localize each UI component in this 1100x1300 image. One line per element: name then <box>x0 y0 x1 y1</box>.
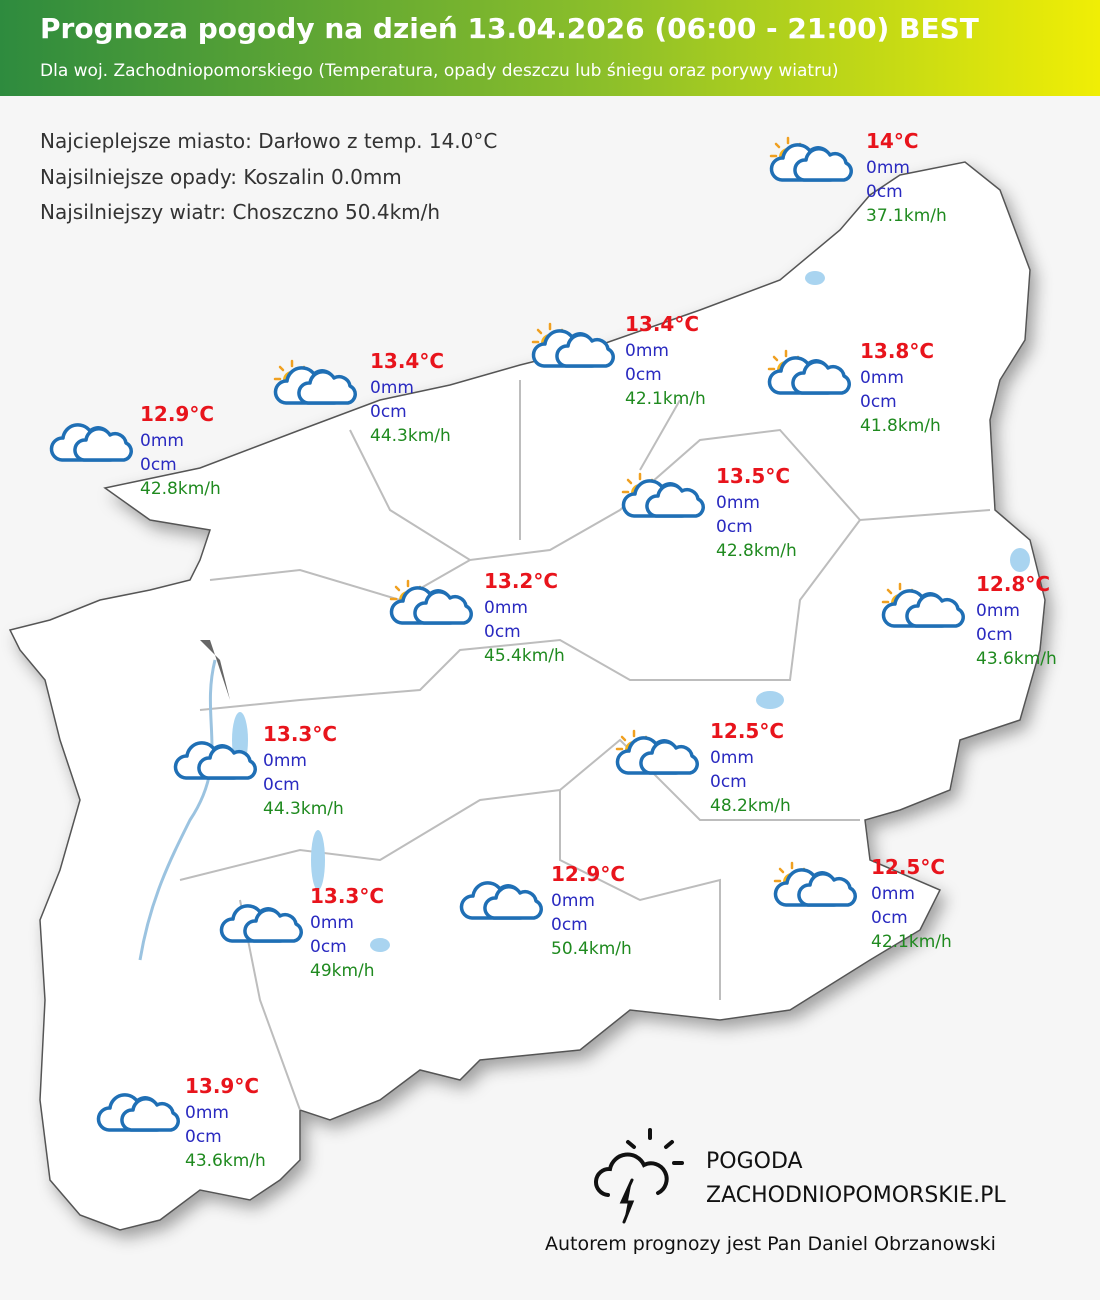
station: 13.9°C 0mm 0cm 43.6km/h <box>96 1074 266 1171</box>
wind: 41.8km/h <box>860 416 941 436</box>
temperature: 12.5°C <box>710 719 784 743</box>
temperature: 13.5°C <box>716 464 790 488</box>
station: 12.5°C 0mm 0cm 48.2km/h <box>615 719 791 816</box>
rain: 0mm <box>716 493 760 513</box>
logo-text: POGODA <box>706 1149 803 1174</box>
temperature: 13.3°C <box>263 722 337 746</box>
logo-icon <box>594 1128 684 1224</box>
summary-line: Najsilniejsze opady: Koszalin 0.0mm <box>40 165 402 189</box>
wind: 42.8km/h <box>140 479 221 499</box>
region-outline <box>8 161 1046 1231</box>
station: 12.5°C 0mm 0cm 42.1km/h <box>773 855 952 952</box>
weather-icon <box>769 136 853 182</box>
rain: 0mm <box>625 341 669 361</box>
station: 13.4°C 0mm 0cm 42.1km/h <box>531 312 706 409</box>
wind: 43.6km/h <box>976 649 1057 669</box>
rain: 0mm <box>310 913 354 933</box>
stations: 14°C0mm0cm37.1km/h13.4°C0mm0cm44.3km/h13… <box>49 129 1057 1171</box>
wind: 50.4km/h <box>551 939 632 959</box>
station: 13.8°C 0mm 0cm 41.8km/h <box>767 339 941 436</box>
wind: 49km/h <box>310 961 375 981</box>
station: 14°C 0mm 0cm 37.1km/h <box>769 129 947 226</box>
temperature: 12.9°C <box>551 862 625 886</box>
weather-icon <box>49 423 133 462</box>
snow: 0cm <box>484 622 521 642</box>
snow: 0cm <box>860 392 897 412</box>
snow: 0cm <box>551 915 588 935</box>
wind: 42.8km/h <box>716 541 797 561</box>
snow: 0cm <box>310 937 347 957</box>
station: 12.8°C 0mm 0cm 43.6km/h <box>881 572 1057 669</box>
cloud-icon <box>49 423 133 462</box>
snow: 0cm <box>716 517 753 537</box>
snow: 0cm <box>976 625 1013 645</box>
temperature: 12.8°C <box>976 572 1050 596</box>
snow: 0cm <box>185 1127 222 1147</box>
rain: 0mm <box>185 1103 229 1123</box>
temperature: 12.5°C <box>871 855 945 879</box>
snow: 0cm <box>710 772 747 792</box>
rain: 0mm <box>871 884 915 904</box>
rain: 0mm <box>484 598 528 618</box>
station: 12.9°C 0mm 0cm 42.8km/h <box>49 402 221 499</box>
header-bar <box>0 0 1100 96</box>
temperature: 13.4°C <box>370 349 444 373</box>
temperature: 12.9°C <box>140 402 214 426</box>
rain: 0mm <box>370 378 414 398</box>
station: 13.5°C 0mm 0cm 42.8km/h <box>621 464 797 561</box>
wind: 44.3km/h <box>263 799 344 819</box>
summary-line: Najsilniejszy wiatr: Choszczno 50.4km/h <box>40 200 440 224</box>
rain: 0mm <box>551 891 595 911</box>
summary-line: Najcieplejsze miasto: Darłowo z temp. 14… <box>40 129 497 153</box>
wind: 43.6km/h <box>185 1151 266 1171</box>
rain: 0mm <box>866 158 910 178</box>
snow: 0cm <box>625 365 662 385</box>
snow: 0cm <box>370 402 407 422</box>
rain: 0mm <box>710 748 754 768</box>
station: 13.2°C 0mm 0cm 45.4km/h <box>389 569 565 666</box>
rain: 0mm <box>140 431 184 451</box>
station: 13.4°C 0mm 0cm 44.3km/h <box>273 349 451 446</box>
rain: 0mm <box>263 751 307 771</box>
temperature: 13.4°C <box>625 312 699 336</box>
rain: 0mm <box>976 601 1020 621</box>
subtitle: Dla woj. Zachodniopomorskiego (Temperatu… <box>40 61 839 81</box>
snow: 0cm <box>866 182 903 202</box>
title: Prognoza pogody na dzień 13.04.2026 (06:… <box>40 12 979 45</box>
weather-icon <box>273 359 357 405</box>
snow: 0cm <box>140 455 177 475</box>
snow: 0cm <box>871 908 908 928</box>
wind: 37.1km/h <box>866 206 947 226</box>
author: Autorem prognozy jest Pan Daniel Obrzano… <box>545 1233 996 1255</box>
station: 13.3°C 0mm 0cm 44.3km/h <box>173 722 344 819</box>
station: 13.3°C 0mm 0cm 49km/h <box>219 884 384 981</box>
rain: 0mm <box>860 368 904 388</box>
logo-text: ZACHODNIOPOMORSKIE.PL <box>706 1183 1006 1208</box>
temperature: 13.8°C <box>860 339 934 363</box>
station: 12.9°C 0mm 0cm 50.4km/h <box>459 862 632 959</box>
wind: 45.4km/h <box>484 646 565 666</box>
wind: 42.1km/h <box>625 389 706 409</box>
wind: 42.1km/h <box>871 932 952 952</box>
river <box>138 659 217 961</box>
temperature: 13.3°C <box>310 884 384 908</box>
wind: 44.3km/h <box>370 426 451 446</box>
temperature: 13.2°C <box>484 569 558 593</box>
temperature: 14°C <box>866 129 919 153</box>
snow: 0cm <box>263 775 300 795</box>
temperature: 13.9°C <box>185 1074 259 1098</box>
wind: 48.2km/h <box>710 796 791 816</box>
weather-icon <box>531 322 615 368</box>
